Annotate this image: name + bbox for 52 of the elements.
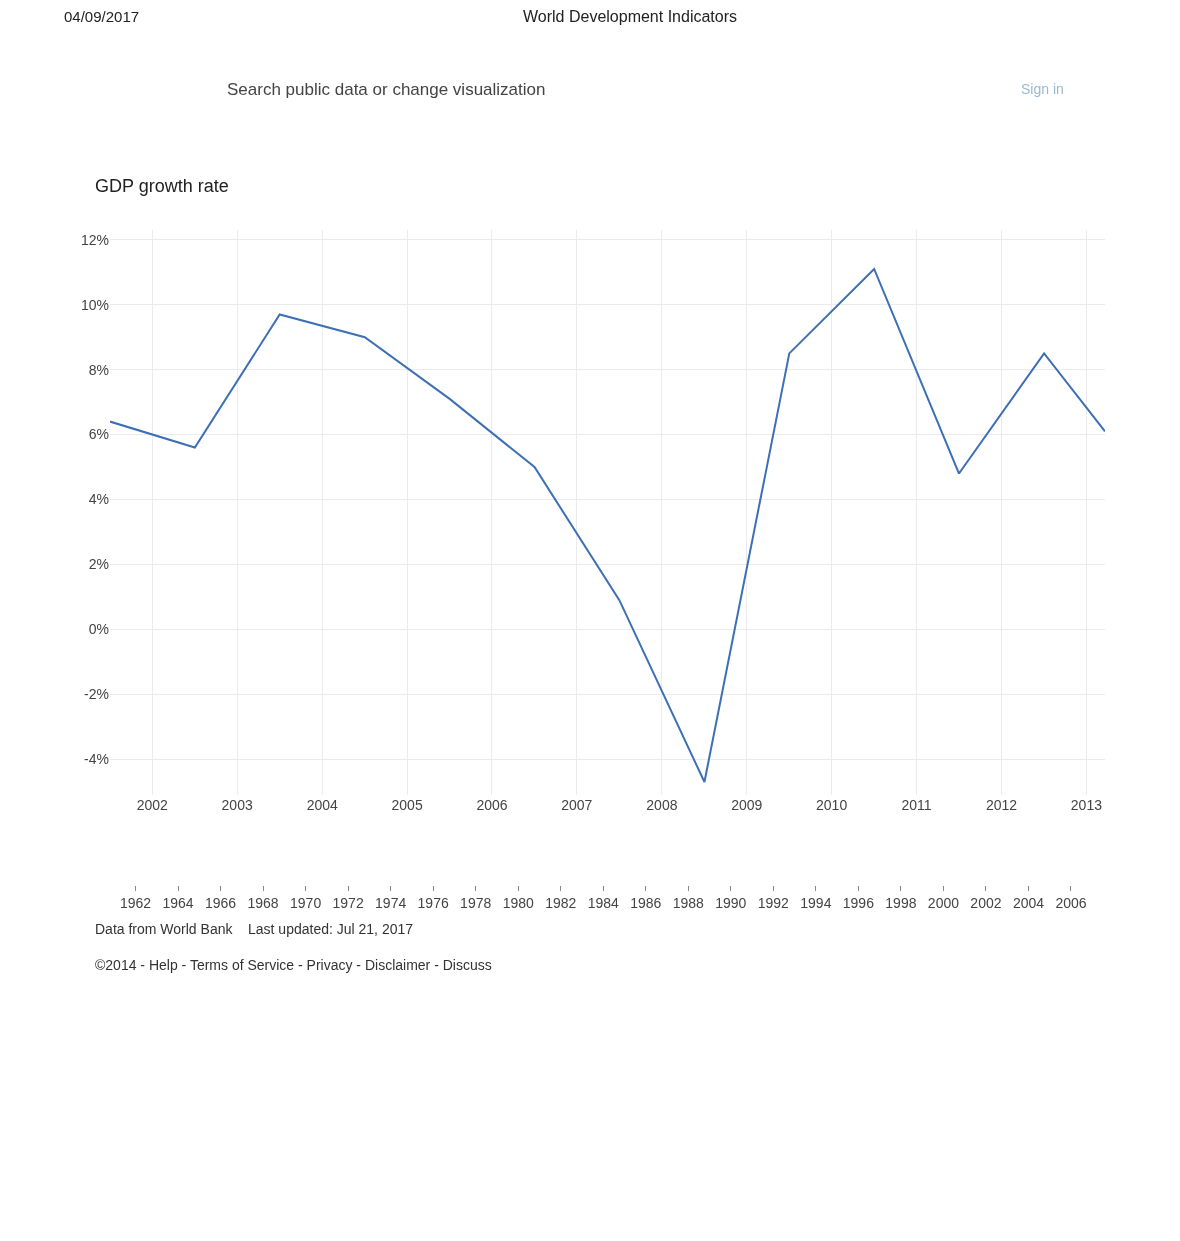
text: ©2014 - Help - Terms of Service - Privacy - Disclaimer - Discuss [95, 957, 492, 973]
chart-title: GDP growth rate [95, 176, 229, 197]
y-tick-label: 0% [88, 621, 109, 638]
x-tick-label: 2009 [731, 797, 763, 813]
x2-tick-label: 1964 [162, 894, 194, 911]
x2-tick-label: 1996 [842, 894, 875, 911]
y-tick-label: 12% [80, 231, 109, 248]
x2-tick-label: 1978 [460, 894, 492, 911]
text: Data from World Bank Last updated: Jul 21, 2017 [95, 921, 414, 937]
x2-tick-label: 1970 [290, 894, 322, 911]
x-tick-label: 2012 [985, 797, 1018, 813]
text: 04/09/2017 [64, 8, 140, 25]
y-tick-label: -4% [84, 751, 109, 768]
x-tick-label: 2007 [561, 797, 593, 813]
x2-tick-label: 1976 [417, 894, 449, 911]
x-tick-label: 2006 [476, 797, 508, 813]
x2-tick-label: 1972 [332, 894, 364, 911]
x-tick-label: 2008 [646, 797, 678, 813]
x2-tick-label: 1980 [502, 894, 534, 911]
x-tick-label: 2011 [901, 797, 932, 813]
x2-tick-label: 1988 [672, 894, 705, 911]
text: Search public data or change visualization [227, 80, 546, 99]
x2-tick-label: 1982 [545, 894, 577, 911]
x2-tick-label: 1998 [885, 894, 917, 911]
y-tick-label: 8% [88, 361, 109, 378]
x2-tick-label: 2002 [970, 894, 1002, 911]
x2-tick-label: 1992 [757, 894, 790, 911]
x-tick-label: 2010 [816, 797, 848, 813]
x-tick-label: 2002 [136, 797, 169, 813]
y-tick-label: 6% [88, 426, 109, 443]
text: Sign in [1021, 81, 1064, 97]
x2-tick-label: 1974 [375, 894, 407, 911]
x2-tick-label: 1966 [204, 894, 237, 911]
x2-tick-label: 1990 [715, 894, 747, 911]
y-tick-label: 10% [80, 296, 109, 313]
x-tick-label: 2005 [391, 797, 423, 813]
x2-tick-label: 1968 [247, 894, 279, 911]
x2-tick-label: 2004 [1012, 894, 1045, 911]
x2-tick-label: 2000 [927, 894, 960, 911]
x2-tick-label: 1994 [800, 894, 832, 911]
line-series [110, 267, 1105, 784]
x2-tick-label: 1986 [630, 894, 662, 911]
text: World Development Indicators [523, 8, 738, 25]
x-tick-label: 2004 [306, 797, 339, 813]
x2-tick-label: 2006 [1055, 894, 1087, 911]
x2-tick-label: 1984 [587, 894, 620, 911]
x-tick-label: 2003 [221, 797, 253, 813]
x2-tick-label: 1962 [119, 894, 152, 911]
y-tick-label: -2% [84, 686, 109, 703]
y-tick-label: 2% [88, 556, 109, 573]
y-tick-label: 4% [88, 491, 109, 508]
x-tick-label: 2013 [1070, 797, 1103, 813]
